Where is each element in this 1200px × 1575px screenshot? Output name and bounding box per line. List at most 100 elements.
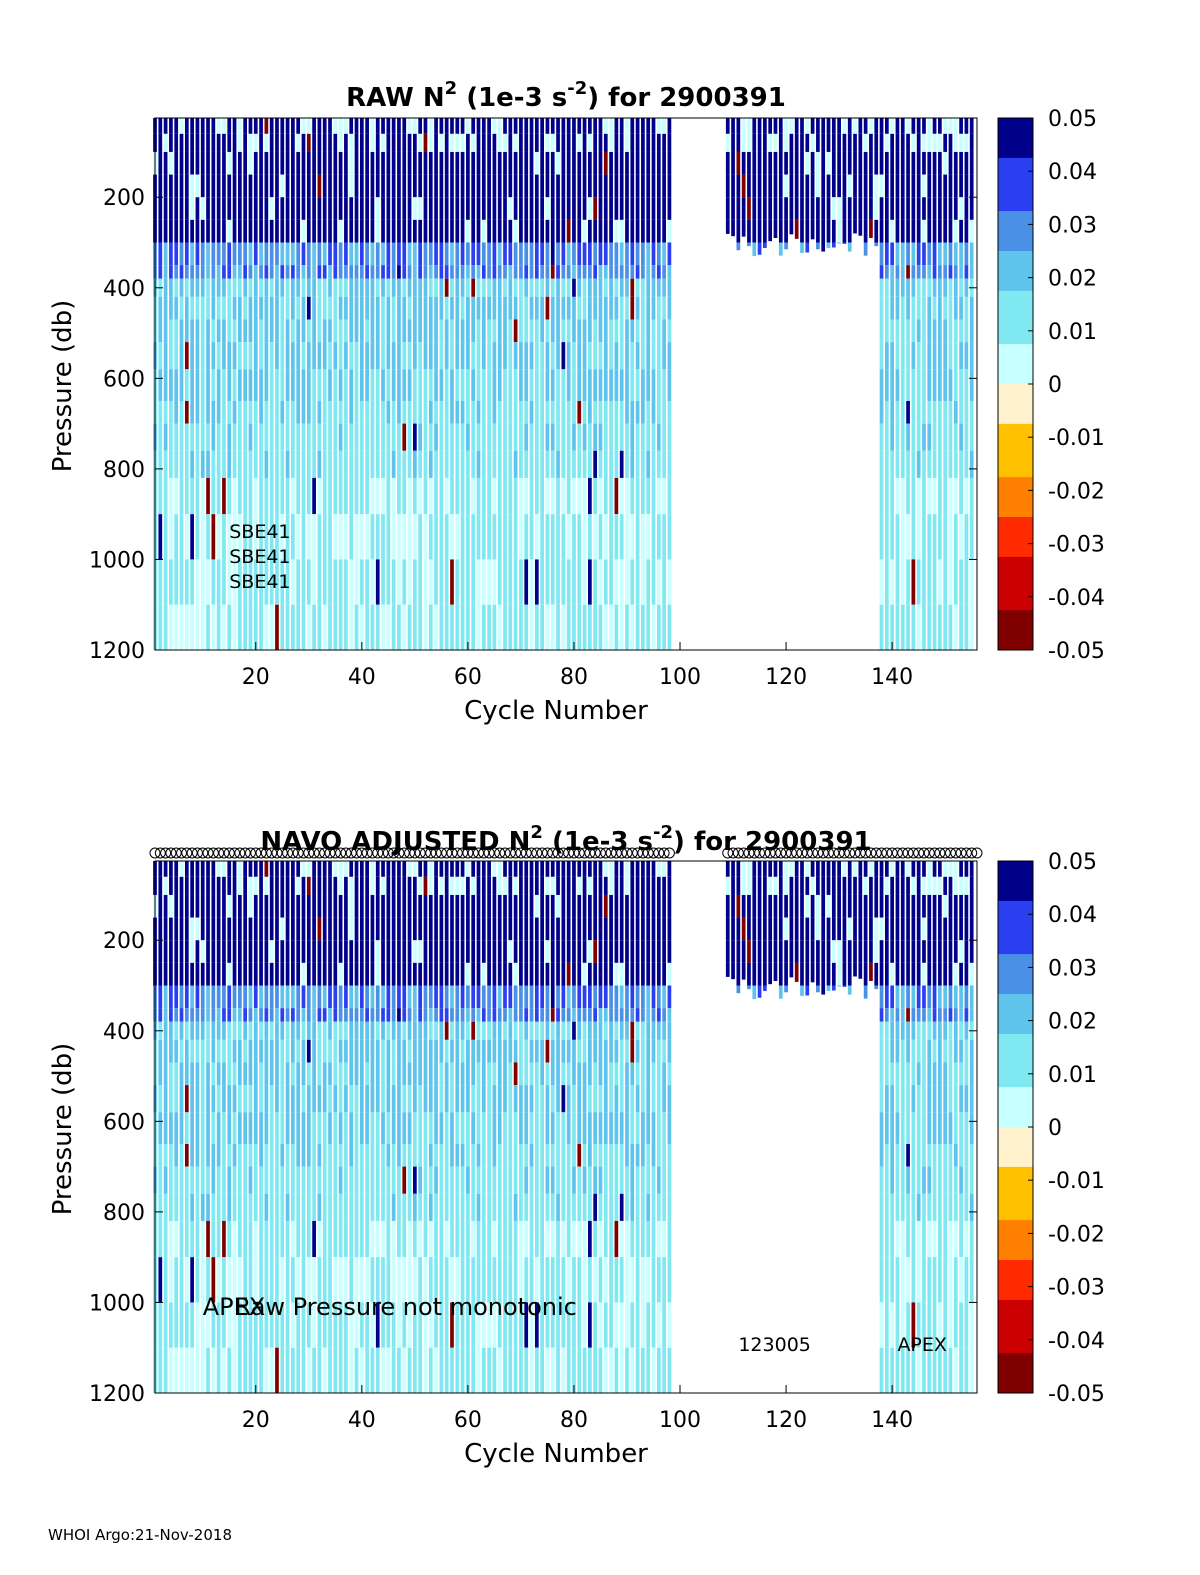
n2-cell xyxy=(524,400,529,424)
n2-cell xyxy=(407,242,412,266)
n2-cell xyxy=(163,1008,168,1022)
n2-cell xyxy=(200,559,205,605)
n2-cell xyxy=(423,1062,428,1086)
n2-cell xyxy=(842,174,847,198)
n2-cell xyxy=(476,265,481,279)
n2-cell xyxy=(619,369,624,401)
n2-cell xyxy=(757,894,762,918)
n2-cell xyxy=(736,962,741,986)
n2-cell xyxy=(582,1166,587,1194)
n2-cell xyxy=(174,477,179,515)
n2-cell xyxy=(291,174,295,198)
n2-cell xyxy=(344,342,348,370)
n2-cell xyxy=(752,197,757,220)
n2-cell xyxy=(863,174,868,198)
n2-cell xyxy=(381,1193,385,1221)
n2-cell xyxy=(662,265,666,279)
n2-cell xyxy=(927,400,932,424)
n2-cell xyxy=(524,242,529,266)
n2-cell xyxy=(312,296,316,320)
n2-cell xyxy=(184,319,189,343)
n2-cell xyxy=(577,319,582,343)
n2-cell xyxy=(577,197,582,220)
n2-cell xyxy=(179,477,184,515)
y-axis-label: Pressure (db) xyxy=(48,300,78,473)
profile-column xyxy=(492,118,497,650)
n2-cell xyxy=(211,1220,216,1258)
n2-cell xyxy=(407,1143,412,1167)
n2-cell xyxy=(450,242,454,266)
n2-cell xyxy=(354,985,359,1009)
n2-cell xyxy=(184,1062,189,1086)
n2-cell xyxy=(291,514,295,560)
x-axis-label: Cycle Number xyxy=(464,696,648,726)
colorbar-swatch xyxy=(998,556,1033,571)
n2-cell xyxy=(725,197,730,220)
n2-cell xyxy=(556,940,560,963)
n2-cell xyxy=(317,1062,322,1086)
n2-cell xyxy=(280,1085,285,1113)
n2-cell xyxy=(174,917,179,941)
n2-cell xyxy=(593,1039,598,1063)
n2-cell xyxy=(884,133,889,152)
n2-cell xyxy=(306,1008,311,1022)
n2-cell xyxy=(487,1166,491,1194)
n2-cell xyxy=(365,197,369,220)
n2-cell xyxy=(179,1062,184,1086)
n2-cell xyxy=(322,861,327,877)
n2-cell xyxy=(763,151,767,175)
n2-cell xyxy=(747,133,751,152)
n2-cell xyxy=(206,423,210,451)
n2-cell xyxy=(428,894,433,918)
n2-cell xyxy=(418,1085,423,1113)
profile-column xyxy=(174,118,179,650)
n2-cell xyxy=(407,118,412,134)
n2-cell xyxy=(481,876,486,895)
n2-cell xyxy=(460,242,465,266)
n2-cell xyxy=(651,151,656,175)
n2-cell xyxy=(534,400,539,424)
x-tick-label: 20 xyxy=(242,665,270,690)
n2-cell xyxy=(301,1085,306,1113)
n2-cell xyxy=(460,1347,465,1393)
n2-cell xyxy=(884,265,889,279)
n2-cell xyxy=(370,369,375,401)
n2-cell xyxy=(169,604,173,650)
n2-cell xyxy=(413,219,417,243)
n2-cell xyxy=(487,296,491,320)
n2-cell xyxy=(402,604,407,650)
n2-cell xyxy=(285,1193,290,1221)
n2-cell xyxy=(418,985,423,1009)
n2-cell xyxy=(344,1347,348,1393)
n2-cell xyxy=(291,400,295,424)
n2-cell xyxy=(545,1143,550,1167)
n2-cell xyxy=(253,118,258,134)
n2-cell xyxy=(338,962,343,986)
n2-cell xyxy=(237,1193,242,1221)
n2-cell xyxy=(566,861,571,877)
n2-cell xyxy=(938,400,942,424)
n2-cell xyxy=(306,423,311,451)
n2-cell xyxy=(476,1193,481,1221)
n2-cell xyxy=(556,450,560,478)
n2-cell xyxy=(609,423,613,451)
n2-cell xyxy=(513,242,518,266)
n2-cell xyxy=(455,1112,460,1144)
n2-cell xyxy=(593,242,598,266)
n2-cell xyxy=(322,450,327,478)
n2-cell xyxy=(810,133,815,152)
n2-cell xyxy=(646,985,651,1009)
n2-cell xyxy=(784,861,788,877)
colorbar-tick-label: 0.01 xyxy=(1048,320,1097,345)
n2-cell xyxy=(359,265,364,279)
n2-cell xyxy=(190,450,194,478)
n2-cell xyxy=(503,962,507,986)
n2-cell xyxy=(158,559,163,605)
n2-cell xyxy=(911,477,916,515)
n2-cell xyxy=(778,917,783,941)
n2-cell xyxy=(609,219,613,243)
n2-cell xyxy=(529,1039,534,1063)
n2-cell xyxy=(603,423,608,451)
n2-cell xyxy=(243,894,248,918)
n2-cell xyxy=(344,197,348,220)
